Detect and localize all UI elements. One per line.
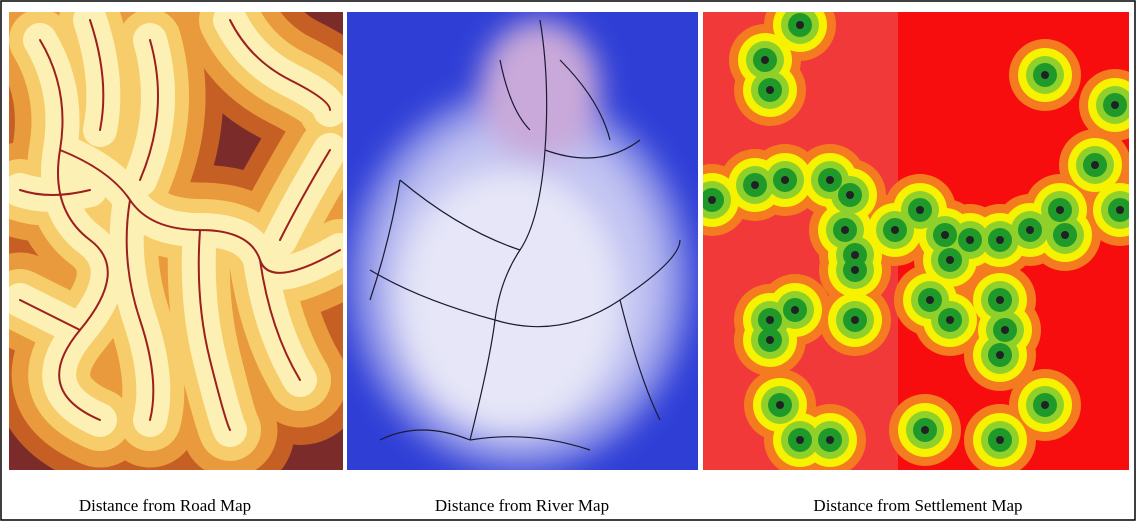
settlement-ring (926, 296, 934, 304)
settlement-ring (1111, 101, 1119, 109)
settlement-ring (946, 316, 954, 324)
settlement-ring (851, 266, 859, 274)
settlement-ring (916, 206, 924, 214)
settlement-ring (1041, 71, 1049, 79)
settlement-ring (826, 436, 834, 444)
settlement-ring (921, 426, 929, 434)
settlement-ring (776, 401, 784, 409)
settlement-ring (708, 196, 716, 204)
figure: Distance from Road Map Distance from Riv… (0, 0, 1136, 521)
settlement-ring (791, 306, 799, 314)
settlement-ring (996, 351, 1004, 359)
settlement-ring (826, 176, 834, 184)
settlement-ring (996, 296, 1004, 304)
caption: Distance from Settlement Map (813, 496, 1022, 515)
settlement-ring (996, 236, 1004, 244)
settlement-ring (1056, 206, 1064, 214)
settlement-ring (996, 436, 1004, 444)
settlement-ring (1091, 161, 1099, 169)
settlement-ring (966, 236, 974, 244)
river-map (347, 12, 698, 470)
caption: Distance from River Map (435, 496, 609, 515)
settlement-ring (846, 191, 854, 199)
settlement-ring (766, 86, 774, 94)
settlement-ring (891, 226, 899, 234)
settlement-ring (1116, 206, 1124, 214)
divider (343, 12, 347, 470)
road-map (9, 12, 343, 470)
divider (698, 12, 703, 470)
settlement-ring (766, 316, 774, 324)
settlement-ring (1026, 226, 1034, 234)
settlement-map (676, 0, 1136, 476)
settlement-ring (751, 181, 759, 189)
settlement-ring (1041, 401, 1049, 409)
settlement-ring (841, 226, 849, 234)
settlement-ring (1001, 326, 1009, 334)
settlement-ring (781, 176, 789, 184)
settlement-ring (946, 256, 954, 264)
settlement-ring (1061, 231, 1069, 239)
caption: Distance from Road Map (79, 496, 251, 515)
settlement-ring (761, 56, 769, 64)
settlement-ring (851, 316, 859, 324)
settlement-ring (941, 231, 949, 239)
settlement-ring (796, 436, 804, 444)
settlement-ring (851, 251, 859, 259)
settlement-ring (796, 21, 804, 29)
settlement-ring (766, 336, 774, 344)
